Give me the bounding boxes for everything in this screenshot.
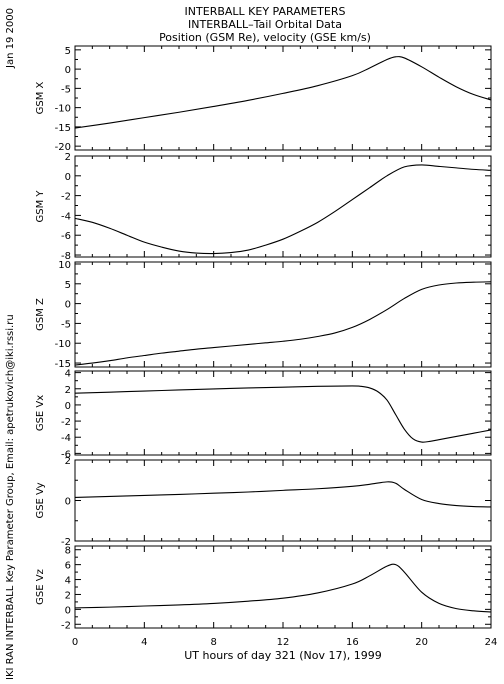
y-tick-label: -6 <box>61 449 71 460</box>
y-tick-label: 6 <box>65 561 71 572</box>
y-axis-label: GSE Vz <box>35 569 46 605</box>
y-tick-label: 5 <box>65 280 71 291</box>
y-tick-label: 0 <box>65 497 71 508</box>
y-tick-label: -10 <box>55 339 71 350</box>
panel-3: 10 5 0 -5 -10 -15 GSM Z <box>35 260 492 370</box>
y-tick-label: -6 <box>61 231 71 242</box>
panel-4: 4 2 0 -2 -4 -6 GSE Vx <box>35 369 492 460</box>
x-tick-label: 0 <box>72 637 78 648</box>
y-tick-label: -5 <box>61 84 71 95</box>
x-tick-label: 12 <box>277 637 290 648</box>
x-tick-label: 20 <box>415 637 428 648</box>
series-line <box>74 281 492 366</box>
y-tick-label: -4 <box>61 433 71 444</box>
y-tick-label: -15 <box>55 359 71 370</box>
x-tick-label: 16 <box>346 637 359 648</box>
x-axis-label: UT hours of day 321 (Nov 17), 1999 <box>184 649 382 662</box>
y-tick-label: 5 <box>65 46 71 57</box>
y-tick-label: 2 <box>65 456 71 467</box>
y-axis-label: GSE Vx <box>35 395 46 431</box>
panel-frame <box>74 545 492 629</box>
y-tick-label: -5 <box>61 319 71 330</box>
y-tick-label: -2 <box>61 192 71 203</box>
panel-6: 8 6 4 2 0 -2 GSE Vz <box>35 545 492 631</box>
y-tick-label: 2 <box>65 385 71 396</box>
y-tick-label: 8 <box>65 546 71 557</box>
y-tick-label: -20 <box>55 142 71 153</box>
header: INTERBALL KEY PARAMETERS INTERBALL–Tail … <box>159 5 371 44</box>
y-tick-label: 0 <box>65 65 71 76</box>
credit-text: IKI RAN INTERBALL Key Parameter Group, E… <box>5 314 16 680</box>
y-axis-label: GSM Y <box>35 190 46 223</box>
series-line <box>74 164 492 255</box>
panel-frame <box>74 459 492 542</box>
series-line <box>74 385 492 443</box>
y-tick-label: 4 <box>65 576 71 587</box>
y-tick-label: -2 <box>61 537 71 548</box>
y-tick-label: 4 <box>65 369 71 380</box>
y-tick-label: 0 <box>65 172 71 183</box>
x-tick-label: 4 <box>141 637 147 648</box>
panel-5: 2 0 -2 GSE Vy <box>35 456 492 548</box>
panel-1: 5 0 -5 -10 -15 -20 GSM X <box>35 45 492 153</box>
y-tick-label: -2 <box>61 417 71 428</box>
title-line-2: INTERBALL–Tail Orbital Data <box>188 18 342 31</box>
y-tick-label: -15 <box>55 123 71 134</box>
y-axis-label: GSM X <box>35 81 46 114</box>
panel-frame <box>74 155 492 258</box>
y-tick-label: -8 <box>61 251 71 262</box>
series-line <box>74 563 492 613</box>
panel-frame <box>74 261 492 368</box>
y-tick-label: 2 <box>65 590 71 601</box>
x-tick-label: 8 <box>210 637 216 648</box>
x-axis-ticks: 0 4 8 12 16 20 24 <box>72 637 498 648</box>
y-tick-label: 0 <box>65 605 71 616</box>
x-tick-label: 24 <box>485 637 498 648</box>
series-line <box>74 481 492 508</box>
y-tick-label: -10 <box>55 104 71 115</box>
date-stamp: Jan 19 2000 <box>5 8 16 69</box>
y-tick-label: 2 <box>65 152 71 163</box>
y-axis-label: GSM Z <box>35 298 46 331</box>
title-line-3: Position (GSM Re), velocity (GSE km/s) <box>159 31 371 44</box>
y-axis-label: GSE Vy <box>35 482 46 518</box>
y-tick-label: 0 <box>65 300 71 311</box>
y-tick-label: 0 <box>65 401 71 412</box>
panel-2: 2 0 -2 -4 -6 -8 GSM Y <box>35 152 492 262</box>
y-tick-label: -4 <box>61 211 71 222</box>
y-tick-label: 10 <box>58 260 71 271</box>
panel-frame <box>74 45 492 151</box>
y-tick-label: -2 <box>61 620 71 631</box>
series-line <box>74 56 492 129</box>
title-line-1: INTERBALL KEY PARAMETERS <box>185 5 346 18</box>
panel-frame <box>74 370 492 456</box>
